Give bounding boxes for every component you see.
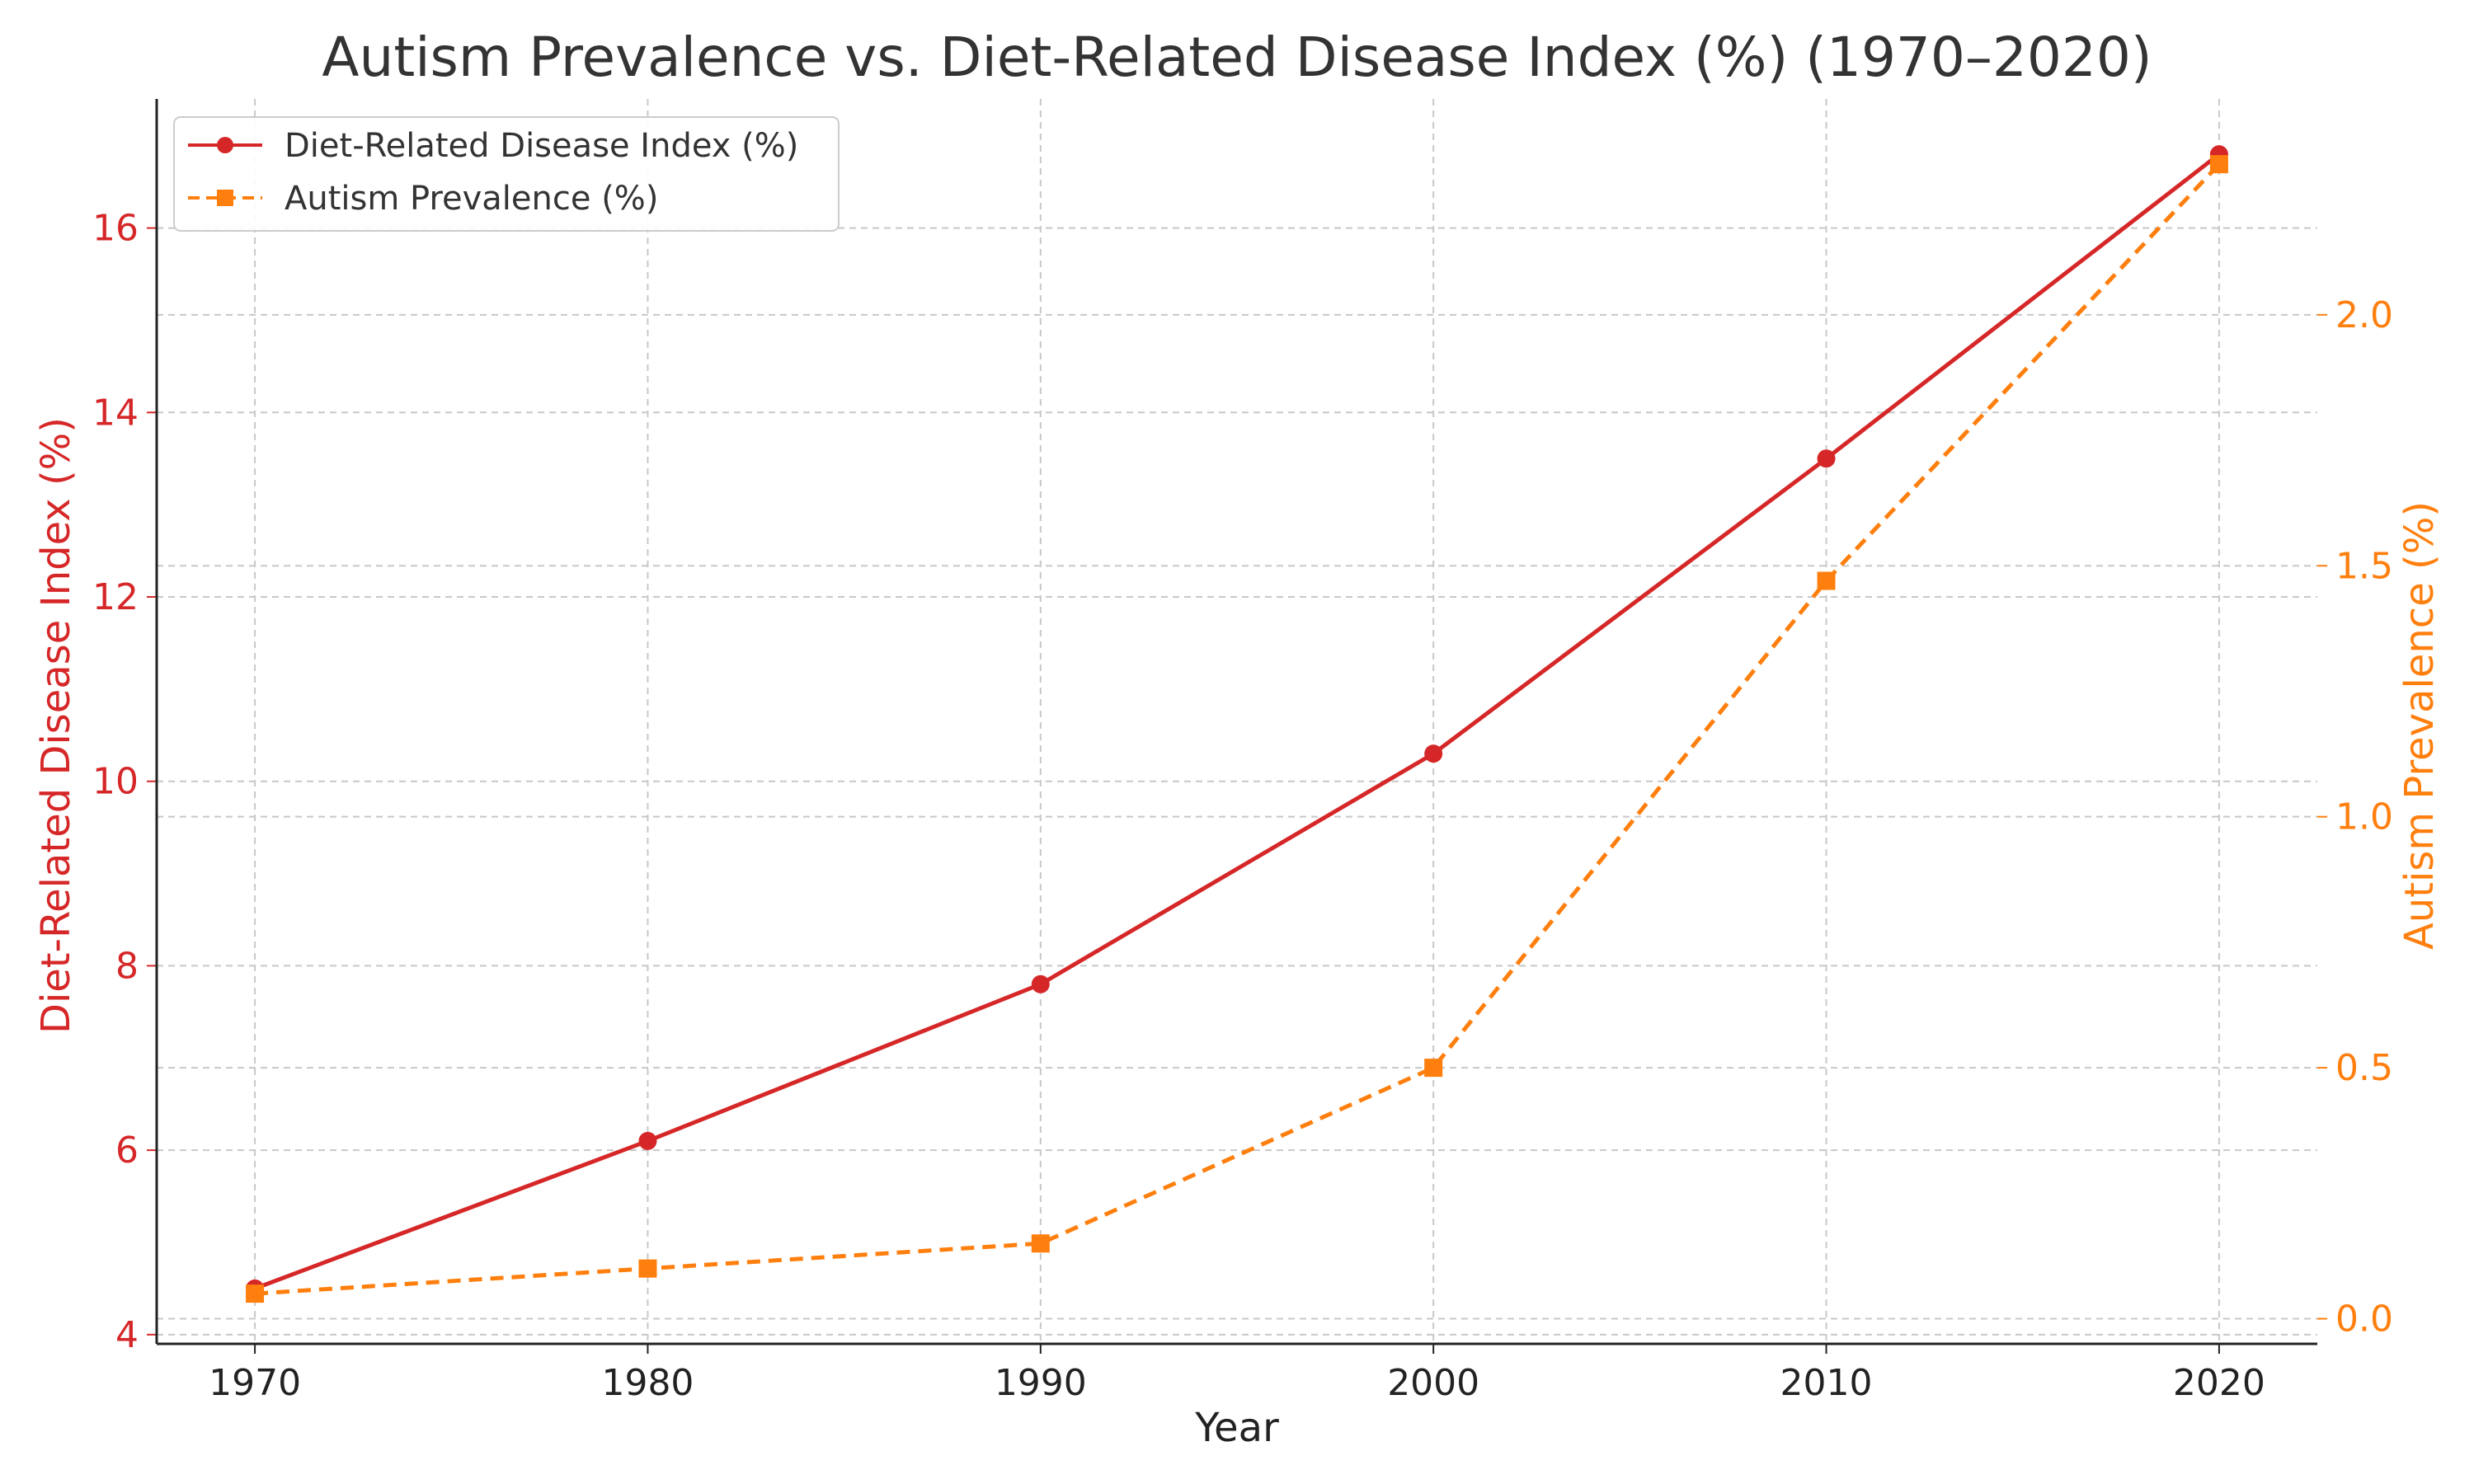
- right-tick-label: 1.5: [2335, 545, 2393, 587]
- right-tick-label: 1.0: [2335, 796, 2393, 838]
- series-line-diet-index: [254, 153, 2221, 1291]
- data-point-diet-index: [1817, 449, 1836, 468]
- left-tick-label: 16: [92, 208, 139, 250]
- legend-box: [173, 116, 840, 232]
- x-axis-title: Year: [1194, 1405, 1279, 1451]
- left-tick-label: 6: [115, 1129, 139, 1172]
- legend-marker-diet-index: [217, 137, 233, 153]
- grid-lines: [157, 99, 2317, 1344]
- axes: 1970 1980 1990 2000 2010 2020 4 6 8 10 12 14 16 0.0 0.…: [92, 99, 2393, 1404]
- right-tick-label: 2.0: [2335, 294, 2393, 336]
- legend-label-diet-index: Diet-Related Disease Index (%): [285, 127, 798, 165]
- data-point-autism: [1031, 1234, 1050, 1253]
- legend-label-autism: Autism Prevalence (%): [285, 180, 658, 218]
- legend-marker-autism: [217, 190, 233, 206]
- x-tick-label: 2010: [1780, 1362, 1873, 1404]
- chart-title: Autism Prevalence vs. Diet-Related Disea…: [322, 26, 2152, 89]
- left-tick-label: 14: [92, 392, 139, 434]
- data-point-autism: [638, 1259, 657, 1278]
- x-tick-label: 2020: [2173, 1362, 2265, 1404]
- x-tick-label: 2000: [1387, 1362, 1479, 1404]
- data-point-autism: [1424, 1059, 1443, 1078]
- left-tick-label: 8: [115, 945, 139, 987]
- data-point-diet-index: [638, 1131, 657, 1150]
- x-tick-label: 1970: [209, 1362, 301, 1404]
- legend: Diet-Related Disease Index (%) Autism Pr…: [173, 116, 840, 232]
- data-point-autism: [1817, 571, 1836, 590]
- left-tick-label: 10: [92, 761, 139, 803]
- series-layer: [246, 145, 2228, 1303]
- right-tick-label: 0.5: [2335, 1047, 2393, 1089]
- left-tick-label: 12: [92, 576, 139, 618]
- data-point-autism: [246, 1284, 265, 1303]
- data-point-diet-index: [1031, 974, 1050, 993]
- right-axis-title: Autism Prevalence (%): [2396, 501, 2443, 950]
- left-tick-label: 4: [115, 1314, 139, 1356]
- right-tick-label: 0.0: [2335, 1298, 2393, 1341]
- data-point-diet-index: [1424, 744, 1443, 763]
- data-point-autism: [2209, 155, 2228, 174]
- x-tick-label: 1990: [995, 1362, 1087, 1404]
- series-line-autism: [254, 162, 2221, 1296]
- left-axis-title: Diet-Related Disease Index (%): [33, 417, 79, 1034]
- x-tick-label: 1980: [601, 1362, 694, 1404]
